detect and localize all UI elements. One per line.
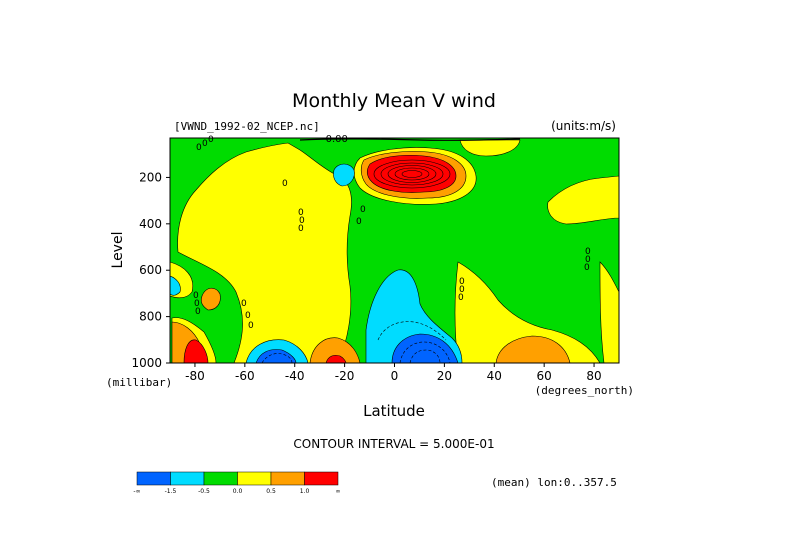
svg-text:0: 0 [459,277,465,287]
yellow-region-northern [454,261,601,363]
x-axis: -80 -60 -40 -20 0 20 40 60 80 [185,363,602,383]
colorbar-label: 1.0 [300,488,310,495]
x-tick-label: -80 [185,369,205,383]
svg-text:0: 0 [248,321,254,331]
svg-text:0: 0 [458,293,464,303]
svg-text:0: 0 [584,263,590,273]
blue-region-equator-surface [391,333,459,363]
colorbar-label: ∞ [336,488,341,495]
colorbar-label: -∞ [133,488,140,495]
y-tick-label: 600 [139,263,162,277]
x-tick-label: -60 [235,369,255,383]
colorbar-swatch [237,471,272,486]
colorbar-swatch [304,471,339,486]
yellow-region-southern-broad [177,142,352,363]
svg-text:0: 0 [299,216,305,226]
svg-text:0: 0 [202,139,208,149]
svg-text:0: 0 [585,247,591,257]
y-tick-label: 200 [139,170,162,184]
colorbar-swatch [136,471,171,486]
y-axis: 200 400 600 800 1000 [131,170,170,370]
svg-text:0: 0 [585,255,591,265]
x-tick-label: 20 [437,369,452,383]
colorbar-label: -0.5 [198,488,210,495]
zero-contour-top [299,138,521,142]
contour-label-negative-zero: -0.00 [322,134,348,145]
chart-title: Monthly Mean V wind [292,90,496,112]
svg-text:0: 0 [356,217,362,227]
svg-text:0: 0 [193,291,199,301]
svg-text:0: 0 [208,135,214,145]
svg-text:0: 0 [360,205,366,215]
colorbar-label: 0.5 [266,488,276,495]
x-axis-label: Latitude [363,402,425,420]
x-tick-label: 0 [391,369,399,383]
colorbar-swatch [203,471,238,486]
svg-text:0: 0 [196,143,202,153]
plot-area [170,138,619,363]
yellow-region-tropopause [459,139,521,157]
svg-text:0: 0 [298,208,304,218]
svg-text:0: 0 [195,307,201,317]
colorbar-label: -1.5 [165,488,177,495]
units-label: (units:m/s) [551,119,616,133]
y-tick-label: 800 [139,310,162,324]
x-tick-label: -40 [285,369,305,383]
x-tick-label: 60 [537,369,552,383]
svg-text:0: 0 [459,285,465,295]
orange-region-south-small [200,287,221,311]
colorbar: -∞ -1.5 -0.5 0.0 0.5 1.0 ∞ [133,471,341,495]
red-region-subtropical [325,354,347,363]
cyan-region-southpole-edge [170,275,181,296]
colorbar-swatch [170,471,205,486]
x-tick-label: -20 [335,369,355,383]
jet-core-contours [373,159,451,189]
y-axis-label: Level [110,232,126,269]
y-tick-label: 1000 [131,356,162,370]
y-axis-unit: (millibar) [106,376,172,389]
negative-dashed-contours [261,321,451,363]
red-region-southpole [183,339,209,363]
mean-longitude-text: (mean) lon:0..357.5 [491,476,617,489]
svg-text:0: 0 [245,311,251,321]
x-axis-unit: (degrees_north) [535,384,634,397]
red-region-jet-core [366,154,457,193]
x-tick-label: 40 [487,369,502,383]
orange-region-north-surface [495,335,571,363]
dataset-label: [VWND_1992-02_NCEP.nc] [174,120,320,133]
svg-text:0: 0 [282,179,288,189]
svg-text:0: 0 [298,224,304,234]
cyan-region-upper-small [333,163,355,187]
colorbar-label: 0.0 [233,488,243,495]
x-tick-label: 80 [586,369,601,383]
contour-interval-text: CONTOUR INTERVAL = 5.000E-01 [293,437,494,451]
y-tick-label: 400 [139,217,162,231]
orange-region-subtropical-surface [309,337,361,363]
yellow-region-north-upper [547,175,619,225]
colorbar-swatch [270,471,305,486]
svg-text:0: 0 [241,299,247,309]
blue-region-south-surface [255,349,297,363]
svg-text:0: 0 [194,299,200,309]
